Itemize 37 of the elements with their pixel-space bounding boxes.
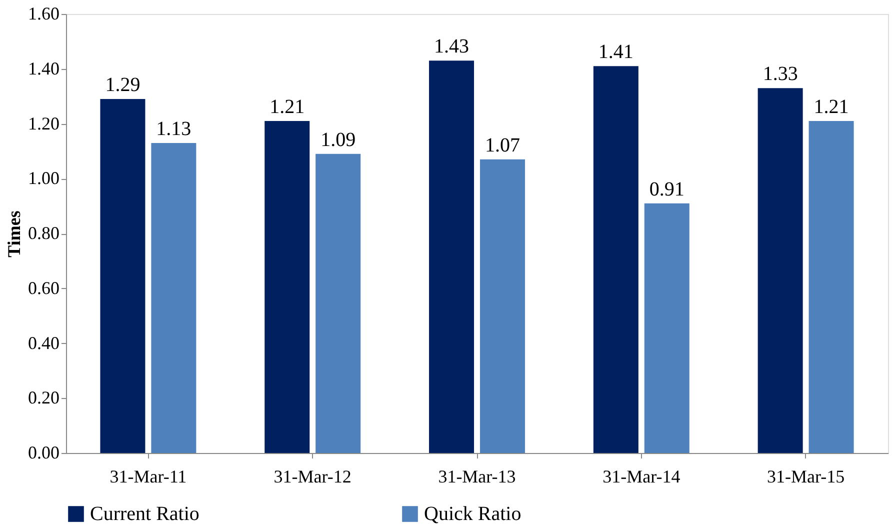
y-tick-label: 0.60 xyxy=(28,278,60,298)
data-label: 1.41 xyxy=(598,41,634,64)
bar xyxy=(644,203,690,453)
bar xyxy=(480,159,525,453)
bar xyxy=(808,121,854,453)
bar xyxy=(593,66,638,453)
bar xyxy=(151,142,196,453)
data-label: 1.43 xyxy=(434,36,470,58)
x-tick-label: 31-Mar-13 xyxy=(438,466,516,486)
data-label: 1.29 xyxy=(105,74,140,96)
y-tick-label: 0.00 xyxy=(28,442,60,462)
y-tick-label: 0.20 xyxy=(28,388,60,408)
bar xyxy=(429,60,474,453)
data-label: 1.13 xyxy=(156,118,192,140)
y-tick-label: 1.60 xyxy=(28,4,60,24)
bar xyxy=(100,99,146,453)
y-axis-title: Times xyxy=(4,210,24,258)
y-tick-label: 1.20 xyxy=(28,113,60,134)
x-tick-label: 31-Mar-15 xyxy=(766,466,845,486)
y-tick-label: 1.40 xyxy=(28,58,60,78)
data-label: 1.09 xyxy=(320,128,356,151)
y-tick-label: 0.40 xyxy=(28,332,60,353)
data-label: 1.21 xyxy=(270,96,305,118)
bar xyxy=(758,88,803,453)
y-tick-label: 0.80 xyxy=(28,223,60,243)
bar xyxy=(316,154,361,453)
data-label: 0.91 xyxy=(649,178,684,200)
x-tick-label: 31-Mar-14 xyxy=(602,466,680,486)
data-label: 1.21 xyxy=(814,96,849,118)
y-tick-label: 1.00 xyxy=(28,168,60,188)
x-tick-label: 31-Mar-11 xyxy=(110,466,187,486)
x-tick-label: 31-Mar-12 xyxy=(274,466,352,486)
data-label: 1.33 xyxy=(762,63,798,86)
data-label: 1.07 xyxy=(484,134,520,156)
legend-label: Current Ratio xyxy=(90,503,200,525)
legend-label: Quick Ratio xyxy=(424,503,522,525)
bar xyxy=(264,121,310,453)
